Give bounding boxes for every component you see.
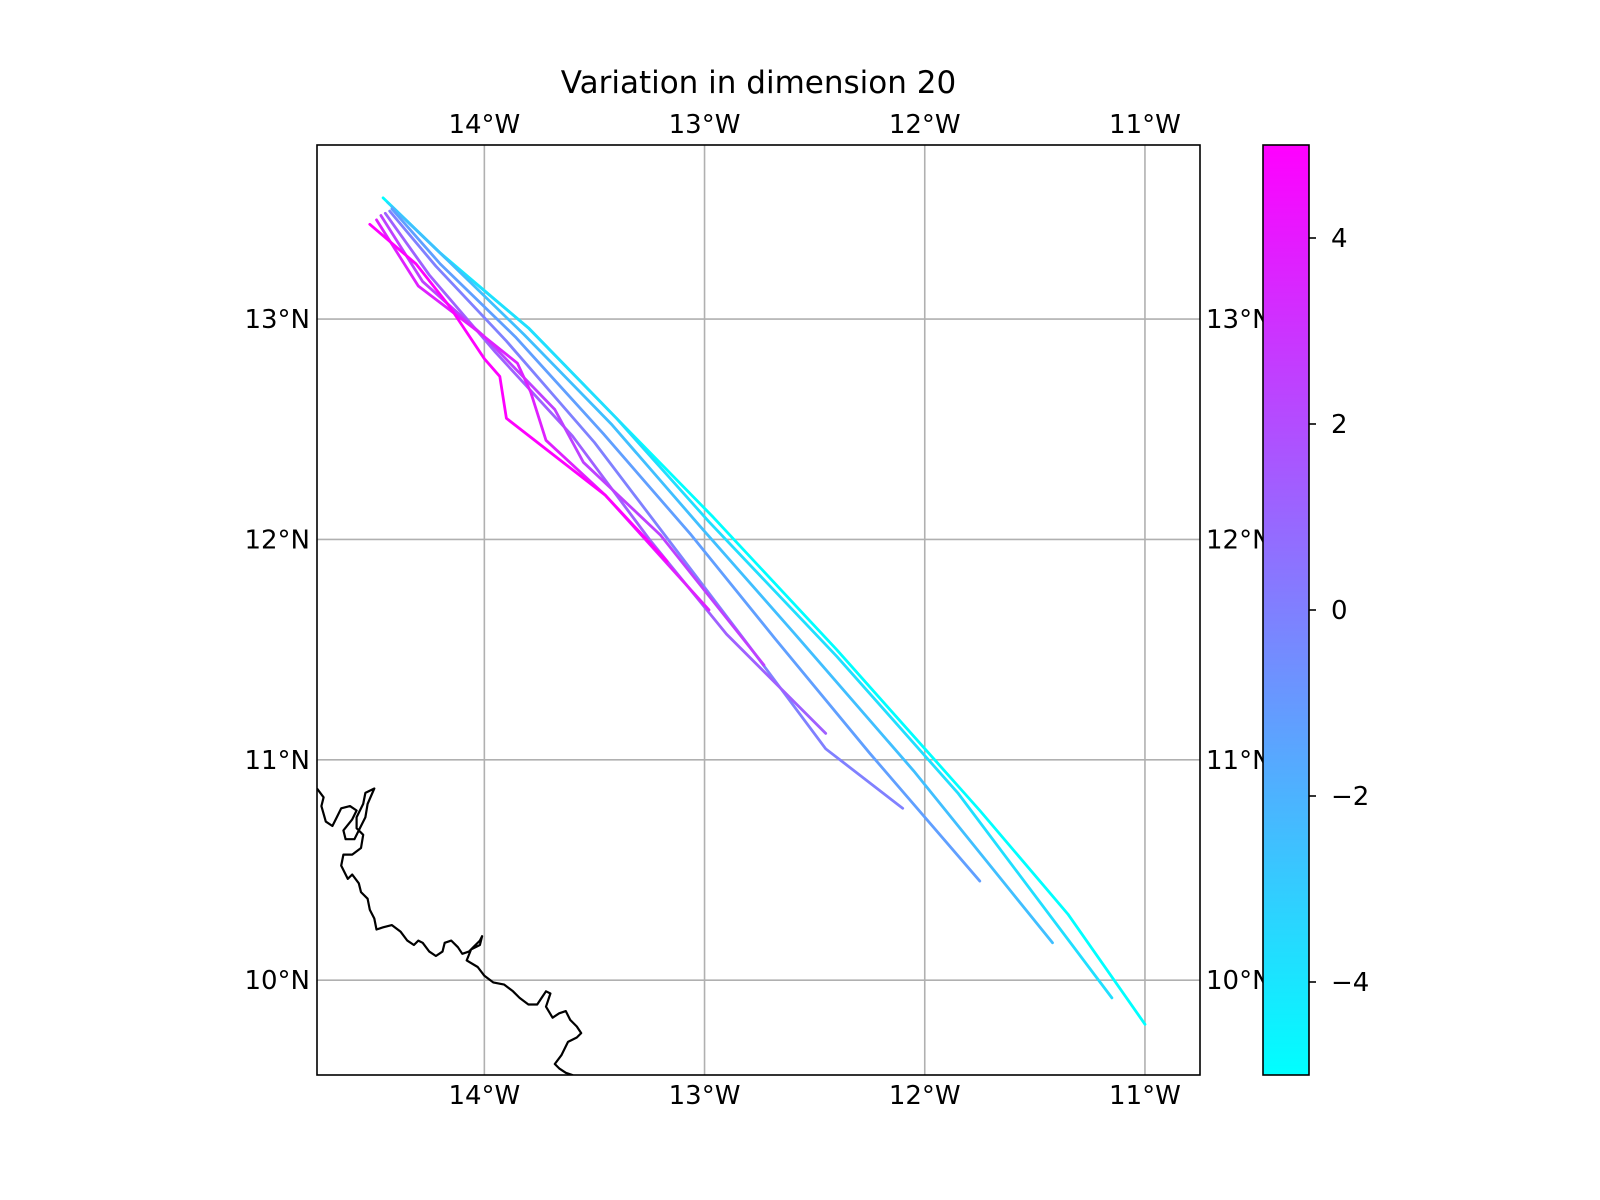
x-tick-label-bottom: 14°W (448, 1081, 520, 1111)
y-ticks-left: 10°N 11°N 12°N 13°N (244, 305, 310, 996)
trajectory-line (390, 207, 982, 883)
series-layer (368, 196, 1147, 1026)
gridlines (317, 145, 1200, 1075)
x-tick-label-bottom: 11°W (1109, 1081, 1181, 1111)
trajectory-line (383, 211, 828, 735)
colorbar-tick-label: −2 (1331, 782, 1369, 812)
coastline (317, 787, 583, 1075)
x-tick-label-top: 14°W (448, 110, 520, 140)
x-tick-label-bottom: 12°W (889, 1081, 961, 1111)
colorbar (1262, 144, 1310, 1076)
chart-title: Variation in dimension 20 (561, 65, 956, 101)
colorbar-tick-label: 2 (1331, 410, 1348, 440)
y-tick-label-right: 10°N (1206, 966, 1272, 996)
trajectory-line (390, 205, 1054, 945)
colorbar-tick-label: 0 (1331, 596, 1348, 626)
y-ticks-right: 10°N 11°N 12°N 13°N (1206, 305, 1272, 996)
trajectory-line (381, 196, 1147, 1026)
trajectory-line (388, 209, 905, 810)
colorbar-ticks: 4 2 0 −2 −4 (1309, 224, 1369, 998)
x-tick-label-bottom: 13°W (669, 1081, 741, 1111)
coastline-layer (317, 787, 583, 1075)
colorbar-tick-label: 4 (1331, 224, 1348, 254)
y-tick-label-left: 11°N (244, 746, 310, 776)
y-tick-label-right: 12°N (1206, 525, 1272, 555)
x-tick-label-top: 11°W (1109, 110, 1181, 140)
y-tick-label-right: 11°N (1206, 746, 1272, 776)
x-tick-label-top: 12°W (889, 110, 961, 140)
trajectory-line (368, 222, 669, 563)
y-tick-label-left: 10°N (244, 966, 310, 996)
trajectory-line (386, 200, 1114, 1000)
colorbar-tick-label: −4 (1331, 968, 1369, 998)
trajectory-line (379, 214, 766, 667)
x-tick-label-top: 13°W (669, 110, 741, 140)
x-ticks-top: 14°W 13°W 12°W 11°W (448, 110, 1180, 140)
y-tick-label-left: 13°N (244, 305, 310, 335)
x-ticks-bottom: 14°W 13°W 12°W 11°W (448, 1081, 1180, 1111)
plot-frame (316, 144, 1201, 1076)
y-tick-label-right: 13°N (1206, 305, 1272, 335)
y-tick-label-left: 12°N (244, 525, 310, 555)
